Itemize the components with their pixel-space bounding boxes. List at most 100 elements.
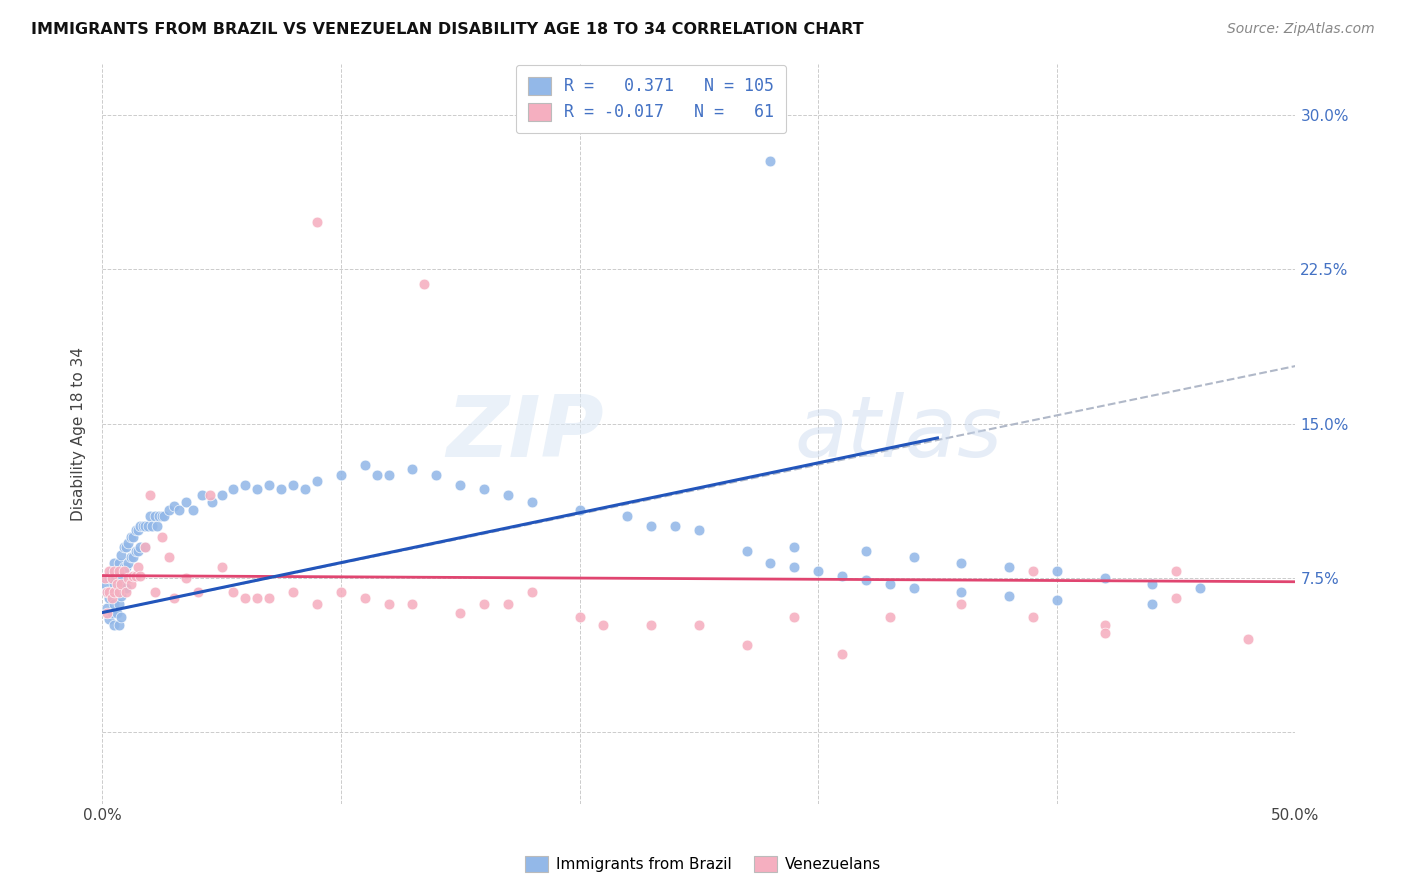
Point xyxy=(163,499,186,513)
Point xyxy=(688,524,710,538)
Point xyxy=(157,550,180,565)
Point xyxy=(93,576,115,591)
Point xyxy=(108,618,131,632)
Point xyxy=(305,598,328,612)
Point xyxy=(640,519,662,533)
Text: Source: ZipAtlas.com: Source: ZipAtlas.com xyxy=(1227,22,1375,37)
Point xyxy=(112,540,135,554)
Point xyxy=(103,576,125,591)
Point xyxy=(903,550,925,565)
Point xyxy=(592,618,614,632)
Point xyxy=(366,467,388,482)
Point xyxy=(353,458,375,472)
Point xyxy=(1188,581,1211,595)
Point xyxy=(134,519,156,533)
Point xyxy=(903,581,925,595)
Point xyxy=(664,519,686,533)
Point xyxy=(259,591,281,606)
Point xyxy=(115,560,138,574)
Point xyxy=(568,503,591,517)
Y-axis label: Disability Age 18 to 34: Disability Age 18 to 34 xyxy=(72,347,86,521)
Point xyxy=(616,508,638,523)
Point xyxy=(139,508,162,523)
Point xyxy=(100,591,122,606)
Point xyxy=(640,618,662,632)
Point xyxy=(98,591,121,606)
Point xyxy=(136,519,159,533)
Point xyxy=(377,598,399,612)
Point xyxy=(129,540,152,554)
Point xyxy=(496,488,519,502)
Point xyxy=(105,606,128,620)
Point xyxy=(108,576,131,591)
Point xyxy=(122,550,145,565)
Point xyxy=(134,540,156,554)
Point xyxy=(1142,598,1164,612)
Point xyxy=(146,519,169,533)
Point xyxy=(759,556,782,570)
Text: ZIP: ZIP xyxy=(446,392,603,475)
Point xyxy=(568,609,591,624)
Point xyxy=(157,503,180,517)
Point xyxy=(998,560,1021,574)
Point xyxy=(831,568,853,582)
Point xyxy=(211,488,233,502)
Point xyxy=(98,585,121,599)
Point xyxy=(93,571,115,585)
Point xyxy=(115,585,138,599)
Point xyxy=(127,524,149,538)
Point xyxy=(783,609,806,624)
Point xyxy=(449,478,471,492)
Point xyxy=(100,606,122,620)
Point xyxy=(98,612,121,626)
Point xyxy=(110,548,132,562)
Point xyxy=(103,598,125,612)
Point xyxy=(950,585,973,599)
Point xyxy=(110,576,132,591)
Point xyxy=(134,540,156,554)
Point xyxy=(110,609,132,624)
Point xyxy=(181,503,204,517)
Point xyxy=(115,540,138,554)
Point xyxy=(281,478,304,492)
Point xyxy=(520,585,543,599)
Point xyxy=(950,556,973,570)
Point xyxy=(100,565,122,579)
Point xyxy=(270,483,292,497)
Point xyxy=(124,568,146,582)
Point xyxy=(783,560,806,574)
Point xyxy=(401,598,423,612)
Point xyxy=(222,585,245,599)
Point xyxy=(377,467,399,482)
Point xyxy=(246,483,269,497)
Text: atlas: atlas xyxy=(794,392,1002,475)
Point xyxy=(122,530,145,544)
Point xyxy=(211,560,233,574)
Point xyxy=(127,560,149,574)
Point xyxy=(472,598,495,612)
Point xyxy=(108,565,131,579)
Point xyxy=(735,544,758,558)
Legend: Immigrants from Brazil, Venezuelans: Immigrants from Brazil, Venezuelans xyxy=(517,848,889,880)
Point xyxy=(294,483,316,497)
Point xyxy=(108,598,131,612)
Point xyxy=(305,215,328,229)
Point xyxy=(329,467,352,482)
Point xyxy=(855,573,877,587)
Point xyxy=(807,565,830,579)
Point xyxy=(1166,565,1188,579)
Point xyxy=(235,591,257,606)
Point xyxy=(112,560,135,574)
Text: IMMIGRANTS FROM BRAZIL VS VENEZUELAN DISABILITY AGE 18 TO 34 CORRELATION CHART: IMMIGRANTS FROM BRAZIL VS VENEZUELAN DIS… xyxy=(31,22,863,37)
Point xyxy=(103,556,125,570)
Point xyxy=(143,508,166,523)
Point xyxy=(100,571,122,585)
Point xyxy=(201,494,224,508)
Point xyxy=(124,524,146,538)
Point xyxy=(413,277,436,291)
Point xyxy=(115,581,138,595)
Point xyxy=(1094,571,1116,585)
Point xyxy=(174,494,197,508)
Point xyxy=(879,576,901,591)
Point xyxy=(831,647,853,661)
